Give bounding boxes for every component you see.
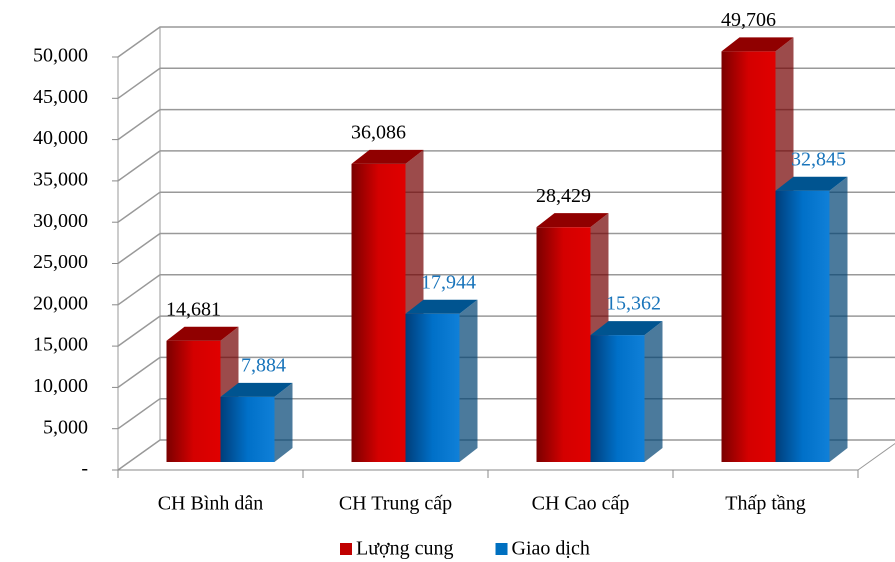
- bar-side: [644, 321, 663, 462]
- bar-side: [459, 299, 478, 462]
- x-tick-label: CH Bình dân: [158, 493, 264, 515]
- bar-top: [536, 213, 609, 228]
- grid-line: [117, 26, 895, 58]
- x-tick-label: Thấp tầng: [725, 493, 806, 515]
- bar-top: [166, 326, 239, 341]
- value-label: 32,845: [791, 148, 846, 170]
- value-label: 15,362: [606, 293, 661, 315]
- bar: [721, 51, 776, 463]
- bar-side: [274, 382, 293, 462]
- y-tick-label: 40,000: [33, 127, 88, 149]
- grid-line: [117, 150, 895, 182]
- value-label: 7,884: [241, 354, 286, 376]
- y-tick-label: 30,000: [33, 210, 88, 232]
- bar: [590, 335, 645, 462]
- grid-line: [117, 232, 895, 265]
- legend-label: Giao dịch: [512, 538, 590, 560]
- y-tick-label: 15,000: [33, 334, 88, 356]
- y-tick-label: -: [81, 458, 88, 480]
- value-label: 49,706: [721, 9, 776, 31]
- value-label: 14,681: [166, 298, 221, 320]
- grid-line: [117, 191, 895, 223]
- legend-swatch: [495, 543, 508, 555]
- y-tick-label: 5,000: [43, 416, 88, 438]
- bar: [775, 190, 830, 462]
- y-tick-label: 10,000: [33, 375, 88, 397]
- x-tick-label: CH Cao cấp: [532, 493, 630, 515]
- bar: [405, 313, 460, 462]
- grid-line: [117, 315, 895, 347]
- bar: [536, 227, 591, 462]
- bar: [220, 396, 275, 462]
- bar-top: [351, 149, 424, 164]
- value-label: 28,429: [536, 185, 591, 207]
- y-tick-label: 50,000: [33, 45, 88, 67]
- legend-swatch: [340, 543, 352, 555]
- value-label: 36,086: [351, 122, 406, 144]
- grid-line: [117, 108, 895, 141]
- y-tick-label: 25,000: [33, 251, 88, 273]
- legend-label: Lượng cung: [356, 538, 454, 560]
- bar-side: [829, 176, 848, 462]
- bar-top: [220, 382, 293, 397]
- bar-top: [405, 299, 478, 314]
- y-tick-label: 45,000: [33, 86, 88, 108]
- bar-top: [721, 37, 794, 52]
- grid-line: [117, 274, 895, 306]
- bar: [166, 340, 221, 462]
- bar-top: [590, 321, 663, 336]
- y-tick-label: 35,000: [33, 168, 88, 190]
- grid-line: [117, 67, 895, 99]
- bar: [351, 163, 406, 463]
- bar-top: [775, 176, 848, 191]
- value-label: 17,944: [421, 271, 476, 293]
- x-tick-label: CH Trung cấp: [339, 493, 452, 515]
- y-tick-label: 20,000: [33, 292, 88, 314]
